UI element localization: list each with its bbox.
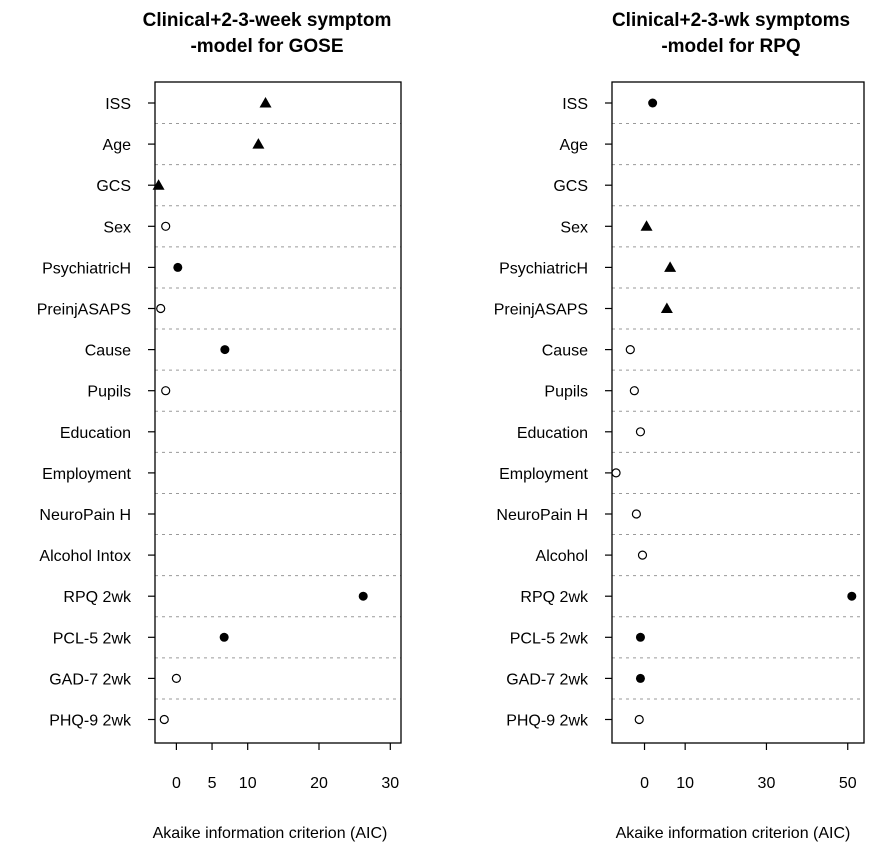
data-point-open-circle bbox=[631, 509, 641, 519]
data-point-filled-circle bbox=[847, 591, 857, 601]
data-point-open-circle bbox=[161, 221, 171, 231]
chart-title-line: Clinical+2-3-week symptom bbox=[143, 10, 392, 31]
x-tick-label: 10 bbox=[676, 775, 694, 792]
plot-frame bbox=[154, 81, 402, 744]
plot-frame bbox=[611, 81, 865, 744]
data-point-open-circle bbox=[635, 427, 646, 437]
category-label: ISS bbox=[105, 96, 131, 113]
data-point-open-circle bbox=[161, 386, 171, 396]
category-label: Alcohol bbox=[536, 548, 588, 565]
category-label: NeuroPain H bbox=[39, 507, 131, 524]
data-point-filled-circle bbox=[220, 345, 230, 355]
data-point-filled-circle bbox=[635, 673, 645, 683]
chart-title-line: -model for GOSE bbox=[190, 36, 343, 57]
category-label: Employment bbox=[499, 466, 588, 483]
data-point-filled-circle bbox=[648, 98, 658, 108]
category-label: PsychiatricH bbox=[42, 260, 131, 277]
category-label: PHQ-9 2wk bbox=[49, 713, 132, 730]
gose-panel: Clinical+2-3-week symptom -model for GOSE… bbox=[37, 10, 402, 842]
chart-title-line: Clinical+2-3-wk symptoms bbox=[612, 10, 850, 31]
category-label: Age bbox=[103, 137, 132, 154]
data-point-open-circle bbox=[629, 386, 639, 396]
category-label: PreinjASAPS bbox=[37, 302, 131, 319]
category-label: GCS bbox=[96, 178, 131, 195]
category-label: PreinjASAPS bbox=[494, 302, 588, 319]
category-label: Education bbox=[517, 425, 588, 442]
category-label: PCL-5 2wk bbox=[510, 630, 589, 647]
category-label: PCL-5 2wk bbox=[53, 630, 132, 647]
category-label: Sex bbox=[560, 219, 588, 236]
data-point-filled-circle bbox=[173, 262, 183, 272]
category-label: NeuroPain H bbox=[496, 507, 588, 524]
x-tick-label: 10 bbox=[239, 775, 257, 792]
data-point-filled-circle bbox=[358, 591, 368, 601]
data-point-open-circle bbox=[611, 468, 621, 478]
category-label: Age bbox=[560, 137, 589, 154]
data-point-open-circle bbox=[171, 673, 181, 684]
rpq-panel: Clinical+2-3-wk symptoms -model for RPQ IS… bbox=[494, 10, 865, 842]
category-label: Pupils bbox=[544, 384, 588, 401]
category-label: Cause bbox=[85, 343, 131, 360]
category-label: RPQ 2wk bbox=[63, 589, 132, 606]
data-point-triangle bbox=[259, 97, 272, 108]
data-point-open-circle bbox=[625, 345, 635, 355]
data-point-open-circle bbox=[156, 303, 166, 314]
category-label: PsychiatricH bbox=[499, 260, 588, 277]
x-tick-label: 30 bbox=[381, 775, 399, 792]
data-point-triangle bbox=[664, 261, 677, 272]
category-label: Sex bbox=[103, 219, 131, 236]
data-point-triangle bbox=[660, 302, 673, 313]
category-label: GCS bbox=[553, 178, 588, 195]
data-point-filled-circle bbox=[219, 632, 229, 642]
data-point-open-circle bbox=[634, 714, 644, 725]
data-point-triangle bbox=[152, 179, 165, 190]
data-point-filled-circle bbox=[635, 632, 645, 642]
category-label: ISS bbox=[562, 96, 588, 113]
x-tick-label: 50 bbox=[839, 775, 857, 792]
x-axis-label: Akaike information criterion (AIC) bbox=[616, 825, 851, 842]
x-tick-label: 30 bbox=[758, 775, 776, 792]
category-label: PHQ-9 2wk bbox=[506, 713, 589, 730]
category-label: Alcohol Intox bbox=[39, 548, 131, 565]
category-label: Cause bbox=[542, 343, 588, 360]
data-point-open-circle bbox=[637, 550, 648, 560]
data-point-triangle bbox=[640, 220, 653, 231]
data-point-triangle bbox=[252, 138, 265, 149]
x-tick-label: 0 bbox=[640, 775, 649, 792]
x-tick-label: 0 bbox=[172, 775, 181, 792]
category-label: RPQ 2wk bbox=[520, 589, 589, 606]
category-label: GAD-7 2wk bbox=[49, 671, 132, 688]
category-label: Employment bbox=[42, 466, 131, 483]
data-point-open-circle bbox=[159, 714, 169, 725]
x-axis-label: Akaike information criterion (AIC) bbox=[153, 825, 388, 842]
category-label: Education bbox=[60, 425, 131, 442]
chart-title-line: -model for RPQ bbox=[661, 36, 800, 57]
category-label: GAD-7 2wk bbox=[506, 671, 589, 688]
category-label: Pupils bbox=[87, 384, 131, 401]
x-tick-label: 5 bbox=[208, 775, 217, 792]
x-tick-label: 20 bbox=[310, 775, 328, 792]
